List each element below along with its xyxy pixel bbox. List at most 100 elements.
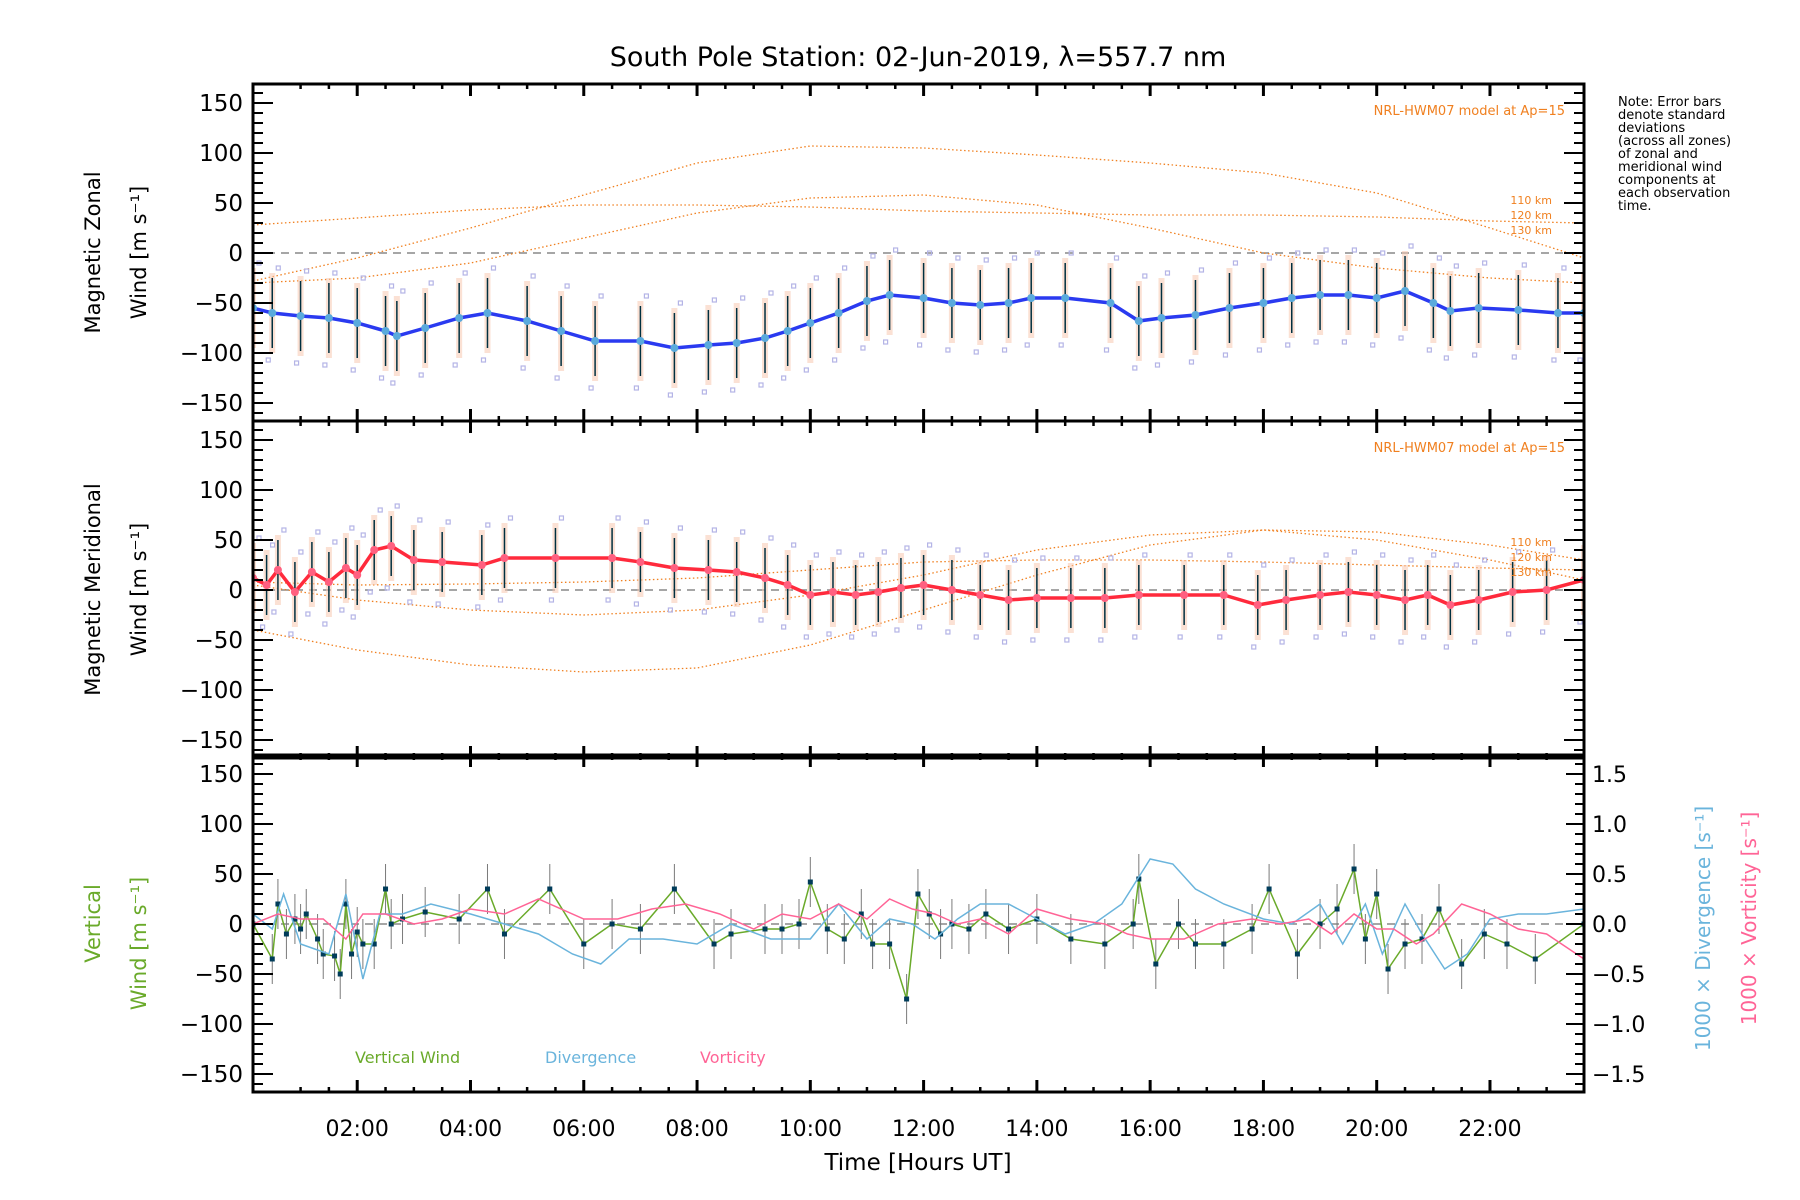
zone-scatter-point (1550, 547, 1556, 553)
right-tick-label: 1.0 (1592, 813, 1627, 838)
zone-scatter-point (265, 357, 271, 363)
legend-item: Vorticity (700, 1048, 766, 1067)
vertical-wind-point (904, 996, 910, 1002)
vertical-wind-point (484, 886, 490, 892)
panel-vertical: Vertical Wind Divergence Vorticity 1.5 1.0 0.… (81, 753, 1761, 1094)
zone-scatter-point (1227, 552, 1233, 558)
vertical-wind-point (360, 941, 366, 947)
zone-scatter-point (445, 519, 451, 525)
zone-scatter-point (378, 375, 385, 381)
mean-point (806, 591, 815, 599)
zone-scatter-point (983, 552, 989, 558)
zone-scatter-point (1472, 352, 1478, 358)
y-tick-label: −50 (194, 962, 243, 988)
zone-scatter-point (247, 618, 251, 622)
zone-scatter-point (677, 300, 683, 306)
zone-scatter-point (1426, 347, 1432, 353)
zone-scatter-point (870, 253, 876, 259)
zone-scatter-point (881, 549, 887, 555)
mean-point (1287, 294, 1296, 302)
vertical-wind-point (728, 931, 734, 937)
zone-scatter-point (730, 387, 736, 393)
x-tick-label: 20:00 (1345, 1117, 1408, 1142)
zone-scatter-point (407, 599, 413, 605)
y-tick-label: 150 (199, 91, 243, 117)
y-axis-label-line1: Magnetic Zonal (81, 171, 105, 333)
panel-zonal: NRL-HWM07 model at Ap=15 110 km 120 km 130 … (81, 82, 1586, 423)
model-label: NRL-HWM07 model at Ap=15 (1374, 104, 1565, 119)
y-tick-label: −100 (180, 341, 243, 367)
vertical-wind-point (1459, 961, 1465, 967)
zone-scatter-point (1436, 255, 1442, 261)
zone-scatter-point (605, 597, 611, 603)
zone-scatter-point (740, 529, 746, 535)
series-line-vorticity (253, 898, 1584, 960)
zone-scatter-point (384, 585, 390, 591)
zone-scatter-point (955, 255, 961, 261)
mean-point (341, 564, 350, 572)
y-tick-label: 50 (214, 528, 243, 554)
y-tick-label: 0 (228, 912, 243, 938)
zone-scatter-point (322, 621, 328, 627)
zone-scatter-point (826, 631, 832, 637)
zone-scatter-point (1187, 552, 1193, 558)
mean-point (704, 566, 713, 574)
zone-scatter-point (813, 552, 819, 558)
vertical-wind-point (1249, 926, 1255, 932)
mean-point (851, 591, 860, 599)
zone-scatter-point (633, 601, 640, 607)
zone-scatter-point (803, 634, 809, 640)
mean-point (862, 297, 871, 305)
zone-scatter-point (791, 283, 797, 289)
model-curve-110km (253, 529, 1584, 673)
mean-point (636, 337, 645, 345)
vertical-wind-point (779, 926, 785, 932)
vertical-wind-point (332, 953, 338, 959)
vertical-wind-point (1419, 936, 1425, 942)
y-tick-label: 100 (199, 812, 243, 838)
zone-scatter-point (1132, 365, 1138, 371)
x-tick-label: 12:00 (892, 1117, 955, 1142)
vertical-wind-point (824, 926, 830, 932)
zone-scatter-point (730, 611, 736, 617)
vertical-wind-point (422, 909, 428, 915)
zone-scatter-point (507, 515, 514, 521)
y-tick-label: 100 (199, 478, 243, 504)
zone-scatter-point (916, 624, 923, 630)
vertical-wind-point (283, 931, 289, 937)
right-tick-label: −0.5 (1592, 963, 1645, 988)
vertical-wind-point (320, 951, 326, 957)
zone-scatter-point (1323, 552, 1329, 558)
mean-point (307, 568, 316, 576)
vertical-wind-point (275, 901, 281, 907)
zone-scatter-point (1408, 243, 1414, 249)
zone-scatter-point (904, 545, 910, 551)
zone-scatter-point (926, 250, 933, 256)
zone-scatter-point (1142, 552, 1148, 558)
zone-scatter-point (667, 392, 673, 398)
chart-title: South Pole Station: 02-Jun-2019, λ=557.7… (610, 42, 1227, 73)
zone-scatter-point (1443, 355, 1449, 361)
mean-point (976, 591, 985, 599)
zone-scatter-point (849, 634, 855, 640)
zone-scatter-point (1222, 352, 1229, 358)
zone-scatter-point (633, 385, 640, 391)
zone-scatter-point (1040, 555, 1046, 561)
right-tick-label: 0.5 (1592, 863, 1627, 888)
mean-point (1316, 591, 1325, 599)
zone-scatter-point (1453, 263, 1459, 269)
zone-scatter-point (1516, 549, 1522, 555)
zone-scatter-point (367, 589, 373, 595)
right-axis-label-vorticity: 1000 × Vorticity [s⁻¹] (1737, 812, 1761, 1026)
vertical-wind-point (303, 911, 309, 917)
vertical-wind-point (1153, 961, 1159, 967)
zone-scatter-point (435, 601, 441, 607)
y-tick-label: 0 (228, 578, 243, 604)
y-axis-label-line1: Magnetic Meridional (81, 483, 105, 695)
mean-point (551, 554, 560, 562)
zone-scatter-point (860, 345, 866, 351)
vertical-wind-point (501, 931, 507, 937)
vertical-wind-point (1334, 906, 1340, 912)
y-tick-label: 50 (214, 191, 243, 217)
mean-point (1514, 306, 1523, 314)
